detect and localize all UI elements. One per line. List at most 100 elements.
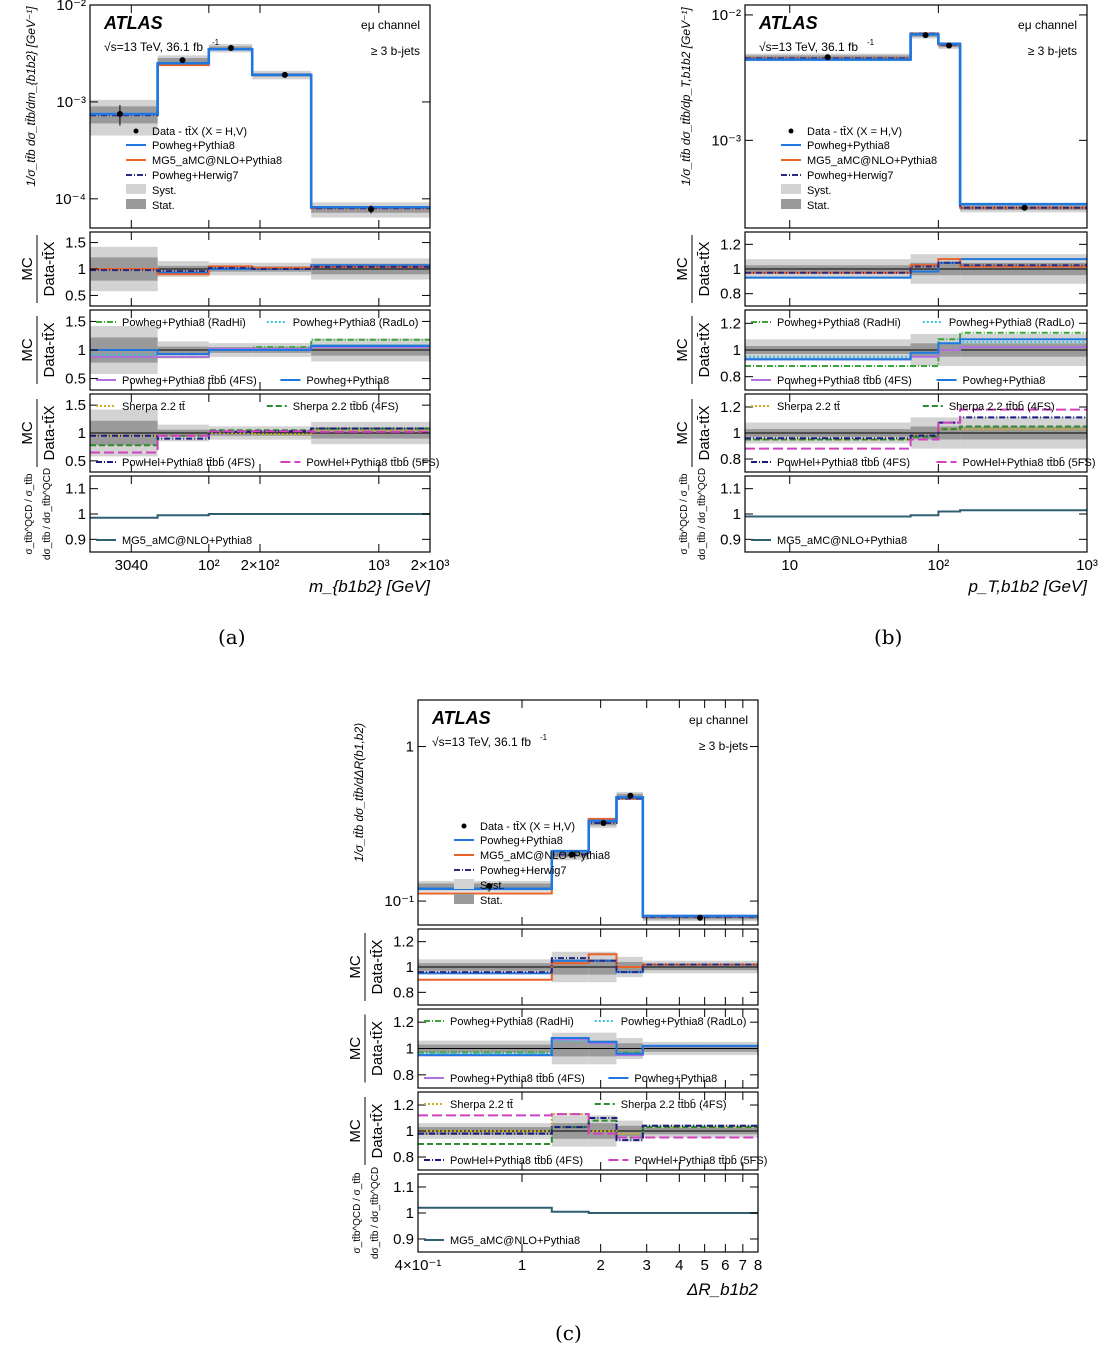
chart2-legend-powhel4-label: PowHel+Pythia8 tt̄bb̄ (4FS) bbox=[450, 1154, 583, 1167]
chart2-r3-ytick-label: 1 bbox=[406, 1123, 414, 1140]
chart2-atlas-label: ATLAS bbox=[431, 708, 491, 728]
chart1-atlas-label: ATLAS bbox=[758, 13, 818, 33]
chart0-energy-label: √s=13 TeV, 36.1 fb bbox=[104, 40, 203, 54]
chart1-r2-radhi-line bbox=[745, 331, 1087, 367]
chart2-qcd-ylabel-a: σ_tt̄b^QCD / σ_tt̄b bbox=[351, 1172, 363, 1253]
chart0-data-point bbox=[281, 71, 288, 78]
chart0-legend-radhi-label: Powheg+Pythia8 (RadHi) bbox=[122, 317, 246, 329]
chart-0: 10⁻² 10⁻³ 10⁻⁴ ATLAS √s=13 TeV, 36.1 fb -1 eμ … bbox=[19, 0, 449, 596]
chart0-r1-ylabel: MC Data-tt̄X bbox=[19, 235, 58, 303]
chart2-xtick-label: 6 bbox=[721, 1257, 729, 1274]
caption-c: (c) bbox=[555, 1321, 582, 1345]
chart2-legend-herwig-label: Powheg+Herwig7 bbox=[480, 865, 567, 877]
chart1-r2-ytick-label: 1.2 bbox=[720, 315, 741, 332]
chart0-legend-ttbb4fs-label: Powheg+Pythia8 tt̄bb̄ (4FS) bbox=[122, 374, 257, 387]
chart1-qcd-ytick-label: 1 bbox=[733, 506, 741, 523]
chart0-energy-sup: -1 bbox=[212, 38, 220, 47]
chart1-r3-ylabel-mc: MC bbox=[674, 421, 691, 444]
chart2-r3-ytick-label: 0.8 bbox=[393, 1149, 414, 1166]
chart2-qcd-ytick-label: 1 bbox=[406, 1205, 414, 1222]
chart0-r2-ylabel-data: Data-tt̄X bbox=[41, 322, 58, 377]
chart1-legend-syst-label: Syst. bbox=[807, 185, 831, 197]
chart0-main-ytick-label: 10⁻³ bbox=[56, 94, 86, 111]
chart1-main-ytick-label: 10⁻² bbox=[711, 7, 741, 24]
chart2-r1-ylabel-mc: MC bbox=[347, 955, 364, 978]
chart0-qcd-line bbox=[90, 513, 430, 519]
chart1-legend-qcd-label: MG5_aMC@NLO+Pythia8 bbox=[777, 535, 907, 547]
chart-1: 10⁻² 10⁻³ ATLAS √s=13 TeV, 36.1 fb -1 eμ chan… bbox=[674, 4, 1098, 596]
chart0-xlabel: m_{b1b2} [GeV] bbox=[309, 577, 431, 596]
chart1-qcd-ytick-label: 0.9 bbox=[720, 531, 741, 548]
chart2-r1-ylabel: MC Data-tt̄X bbox=[347, 933, 386, 1001]
chart0-r1-ytick-label: 1.5 bbox=[65, 235, 86, 252]
chart1-r1-ytick-label: 0.8 bbox=[720, 286, 741, 303]
chart0-qcd-ytick-label: 1.1 bbox=[65, 481, 86, 498]
chart0-legend-mg5-label: MG5_aMC@NLO+Pythia8 bbox=[152, 155, 282, 167]
chart2-legend-powheg2-label: Powheg+Pythia8 bbox=[634, 1073, 717, 1085]
chart1-r3-ylabel: MC Data-tt̄X bbox=[674, 399, 713, 467]
chart1-data-point bbox=[922, 32, 929, 39]
chart2-energy-label: √s=13 TeV, 36.1 fb bbox=[432, 735, 531, 749]
chart2-r3-sherpa_ttbb-line bbox=[418, 1119, 758, 1145]
chart0-xtick-label: 10² bbox=[198, 557, 220, 574]
chart2-legend-data-label: Data - tt̄X (X = H,V) bbox=[480, 821, 575, 833]
chart1-channel-label: eμ channel bbox=[1018, 18, 1077, 32]
chart2-r2-powheg-line bbox=[418, 1037, 758, 1057]
chart2-r2-ylabel-mc: MC bbox=[347, 1037, 364, 1060]
chart2-data-point bbox=[697, 914, 704, 921]
chart1-energy-sup: -1 bbox=[867, 38, 875, 47]
chart0-legend-syst-label: Syst. bbox=[152, 185, 176, 197]
chart2-legend-data-swatch bbox=[461, 823, 467, 829]
chart0-r3-ytick-label: 1.5 bbox=[65, 397, 86, 414]
chart0-legend-stat-swatch bbox=[126, 199, 146, 209]
chart2-qcd-ytick-label: 0.9 bbox=[393, 1231, 414, 1248]
chart2-legend-radhi-label: Powheg+Pythia8 (RadHi) bbox=[450, 1016, 574, 1028]
chart1-data-point bbox=[1021, 204, 1028, 211]
chart2-r1-ylabel-data: Data-tt̄X bbox=[369, 939, 386, 994]
chart0-data-point bbox=[179, 57, 186, 64]
chart2-data-point bbox=[486, 883, 493, 890]
chart1-main-ylabel: 1/σ_tt̄b dσ_tt̄b/dp_T,b1b2 [GeV⁻¹] bbox=[679, 7, 693, 186]
chart1-r1-ytick-label: 1 bbox=[733, 261, 741, 278]
chart1-legend-powheg2-label: Powheg+Pythia8 bbox=[963, 375, 1046, 387]
chart2-xtick-label: 3 bbox=[643, 1257, 651, 1274]
chart1-main-frame bbox=[744, 4, 1088, 229]
chart0-xtick-label: 2×10³ bbox=[411, 557, 450, 574]
chart2-xtick-label: 4×10⁻¹ bbox=[395, 1257, 442, 1274]
chart1-qcd-ytick-label: 1.1 bbox=[720, 481, 741, 498]
chart0-jets-label: ≥ 3 b-jets bbox=[371, 44, 420, 58]
chart0-legend-powheg2-label: Powheg+Pythia8 bbox=[306, 375, 389, 387]
chart1-jets-label: ≥ 3 b-jets bbox=[1028, 44, 1077, 58]
chart1-main-ylabel-text: 1/σ_tt̄b dσ_tt̄b/dp_T,b1b2 [GeV⁻¹] bbox=[679, 7, 693, 186]
chart1-r1-herwig-line bbox=[745, 261, 1087, 274]
chart0-r2-ytick-label: 1 bbox=[78, 342, 86, 359]
chart2-r3-ylabel-data: Data-tt̄X bbox=[369, 1103, 386, 1158]
chart0-channel-label: eμ channel bbox=[361, 18, 420, 32]
chart2-legend-ttbb4fs-label: Powheg+Pythia8 tt̄bb̄ (4FS) bbox=[450, 1072, 585, 1085]
chart2-r1-ytick-label: 1.2 bbox=[393, 934, 414, 951]
chart2-r3-powhel5-line bbox=[418, 1113, 758, 1139]
chart2-main-ylabel-text: 1/σ_tt̄b dσ_tt̄b/dΔR(b1,b2) bbox=[352, 723, 366, 862]
chart1-r1-ylabel-mc: MC bbox=[674, 257, 691, 280]
chart1-main-legend: Data - tt̄X (X = H,V) Powheg+Pythia8 MG5_a… bbox=[781, 126, 937, 212]
chart0-qcd-ylabel-b: dσ_tt̄b / dσ_tt̄b^QCD bbox=[41, 468, 53, 560]
chart0-r1-ylabel-data: Data-tt̄X bbox=[41, 241, 58, 296]
chart1-r1-ylabel-data: Data-tt̄X bbox=[696, 241, 713, 296]
chart0-r2-ylabel-mc: MC bbox=[19, 338, 36, 361]
chart0-legend-powheg-label: Powheg+Pythia8 bbox=[152, 140, 235, 152]
chart2-xtick-label: 4 bbox=[675, 1257, 683, 1274]
chart0-xtick-label: 10³ bbox=[368, 557, 390, 574]
chart0-qcd-ytick-label: 0.9 bbox=[65, 531, 86, 548]
chart2-legend-powhel5-label: PowHel+Pythia8 tt̄bb̄ (5FS) bbox=[634, 1154, 767, 1167]
chart2-legend-sherpa-ttbb-label: Sherpa 2.2 tt̄bb̄ (4FS) bbox=[621, 1098, 727, 1111]
chart0-legend-qcd-label: MG5_aMC@NLO+Pythia8 bbox=[122, 535, 252, 547]
plots: 10⁻² 10⁻³ 10⁻⁴ ATLAS √s=13 TeV, 36.1 fb -1 eμ … bbox=[19, 0, 1098, 1299]
chart2-xtick-label: 8 bbox=[754, 1257, 762, 1274]
chart2-qcd-line bbox=[418, 1206, 758, 1214]
chart1-xtick-label: 10 bbox=[781, 557, 798, 574]
chart2-main-ylabel: 1/σ_tt̄b dσ_tt̄b/dΔR(b1,b2) bbox=[352, 723, 366, 862]
chart2-legend-sherpa-tt-label: Sherpa 2.2 tt̄ bbox=[450, 1099, 513, 1111]
chart0-qcd-ylabel-a: σ_tt̄b^QCD / σ_tt̄b bbox=[23, 473, 35, 554]
chart0-legend-sherpa-tt-label: Sherpa 2.2 tt̄ bbox=[122, 401, 185, 413]
chart0-legend-sherpa-ttbb-label: Sherpa 2.2 tt̄bb̄ (4FS) bbox=[293, 400, 399, 413]
